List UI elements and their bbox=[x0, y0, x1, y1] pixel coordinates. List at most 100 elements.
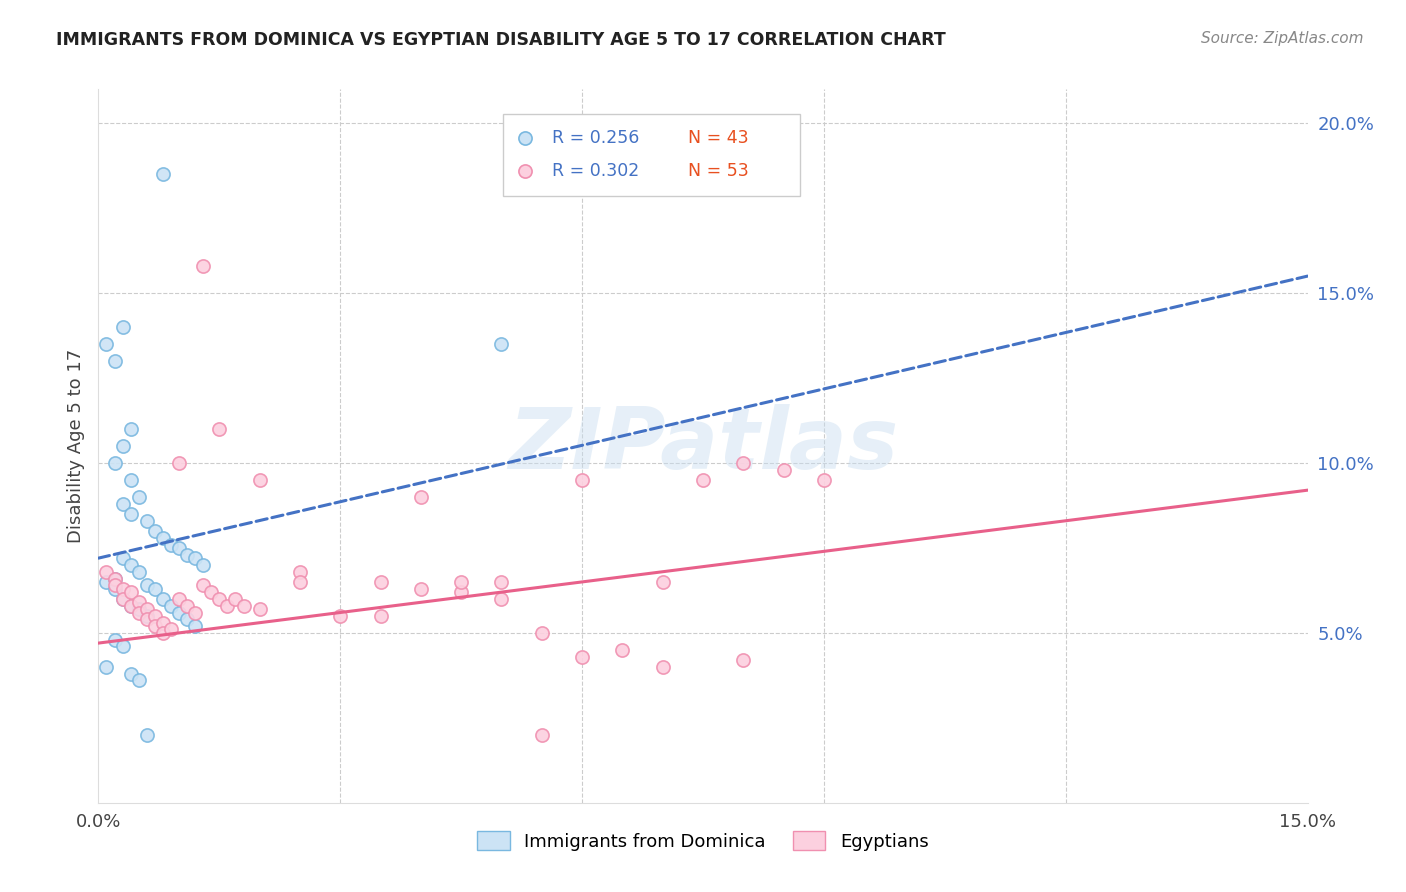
Point bbox=[409, 582, 432, 596]
Text: ZIPatlas: ZIPatlas bbox=[508, 404, 898, 488]
Text: IMMIGRANTS FROM DOMINICA VS EGYPTIAN DISABILITY AGE 5 TO 17 CORRELATION CHART: IMMIGRANTS FROM DOMINICA VS EGYPTIAN DIS… bbox=[56, 31, 946, 49]
Point bbox=[450, 574, 472, 589]
Point bbox=[143, 619, 166, 633]
Point bbox=[152, 615, 174, 630]
Point bbox=[96, 337, 118, 351]
Point bbox=[120, 473, 142, 487]
Point bbox=[208, 422, 231, 436]
Point bbox=[692, 473, 714, 487]
Point bbox=[111, 640, 134, 654]
Point bbox=[651, 660, 673, 674]
Point bbox=[571, 649, 593, 664]
Point bbox=[120, 599, 142, 613]
Point bbox=[249, 602, 271, 616]
Point bbox=[160, 623, 183, 637]
Text: R = 0.302: R = 0.302 bbox=[553, 162, 640, 180]
Point bbox=[152, 591, 174, 606]
Point bbox=[111, 591, 134, 606]
Point bbox=[103, 578, 125, 592]
Point bbox=[612, 643, 634, 657]
Point bbox=[152, 531, 174, 545]
Point bbox=[184, 619, 207, 633]
Point bbox=[103, 582, 125, 596]
Point bbox=[128, 606, 150, 620]
Point bbox=[120, 585, 142, 599]
Point bbox=[530, 626, 553, 640]
Point bbox=[571, 473, 593, 487]
Point bbox=[200, 585, 222, 599]
Point bbox=[135, 608, 157, 623]
Point bbox=[249, 473, 271, 487]
FancyBboxPatch shape bbox=[503, 114, 800, 196]
Point bbox=[176, 548, 198, 562]
Point bbox=[329, 608, 352, 623]
Text: R = 0.256: R = 0.256 bbox=[553, 128, 640, 146]
Point bbox=[120, 599, 142, 613]
Point bbox=[96, 660, 118, 674]
Point bbox=[128, 490, 150, 504]
Text: Source: ZipAtlas.com: Source: ZipAtlas.com bbox=[1201, 31, 1364, 46]
Point bbox=[167, 606, 190, 620]
Point bbox=[651, 574, 673, 589]
Point bbox=[120, 666, 142, 681]
Point bbox=[232, 599, 254, 613]
Point bbox=[135, 602, 157, 616]
Point bbox=[111, 439, 134, 453]
Point bbox=[143, 524, 166, 538]
Point bbox=[160, 599, 183, 613]
Point bbox=[530, 728, 553, 742]
Point bbox=[103, 354, 125, 368]
Point bbox=[160, 537, 183, 551]
Point bbox=[120, 507, 142, 521]
Point bbox=[135, 612, 157, 626]
Point bbox=[491, 591, 513, 606]
Y-axis label: Disability Age 5 to 17: Disability Age 5 to 17 bbox=[66, 349, 84, 543]
Point bbox=[103, 456, 125, 470]
Text: N = 53: N = 53 bbox=[689, 162, 749, 180]
Point bbox=[135, 578, 157, 592]
Point bbox=[111, 591, 134, 606]
Point bbox=[288, 565, 311, 579]
Point bbox=[128, 673, 150, 688]
Point bbox=[370, 574, 392, 589]
Point bbox=[120, 558, 142, 572]
Point bbox=[103, 632, 125, 647]
Point bbox=[96, 574, 118, 589]
Point bbox=[135, 514, 157, 528]
Point bbox=[103, 572, 125, 586]
Point bbox=[491, 337, 513, 351]
Point bbox=[143, 582, 166, 596]
Point bbox=[96, 565, 118, 579]
Point bbox=[184, 551, 207, 566]
Point bbox=[111, 582, 134, 596]
Point bbox=[491, 574, 513, 589]
Point bbox=[224, 591, 246, 606]
Legend: Immigrants from Dominica, Egyptians: Immigrants from Dominica, Egyptians bbox=[470, 824, 936, 858]
Point bbox=[176, 599, 198, 613]
Point bbox=[409, 490, 432, 504]
Point bbox=[111, 320, 134, 334]
Point bbox=[813, 473, 835, 487]
Point bbox=[217, 599, 239, 613]
Point bbox=[208, 591, 231, 606]
Point bbox=[111, 497, 134, 511]
Point bbox=[193, 558, 215, 572]
Point bbox=[733, 653, 755, 667]
Point bbox=[167, 591, 190, 606]
Point bbox=[103, 572, 125, 586]
Point bbox=[176, 612, 198, 626]
Point bbox=[143, 608, 166, 623]
Point bbox=[184, 606, 207, 620]
Point bbox=[111, 551, 134, 566]
Point bbox=[167, 456, 190, 470]
Point bbox=[288, 574, 311, 589]
Point bbox=[193, 259, 215, 273]
Point bbox=[128, 602, 150, 616]
Point bbox=[733, 456, 755, 470]
Point bbox=[128, 595, 150, 609]
Point bbox=[152, 167, 174, 181]
Point bbox=[120, 422, 142, 436]
Point bbox=[193, 578, 215, 592]
Point bbox=[772, 463, 794, 477]
Point bbox=[370, 608, 392, 623]
